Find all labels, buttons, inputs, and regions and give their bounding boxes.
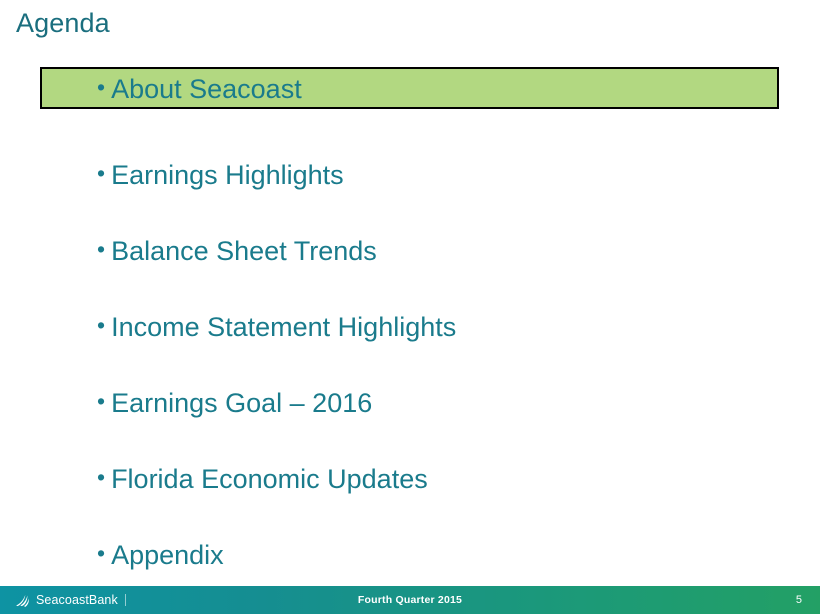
agenda-item-label: Earnings Highlights [111, 160, 344, 190]
bullet-icon: • [97, 539, 106, 566]
slide-page-number: 5 [795, 594, 802, 606]
agenda-item-about-seacoast[interactable]: • About Seacoast [0, 67, 820, 111]
agenda-item-florida-economic-updates[interactable]: • Florida Economic Updates [0, 441, 820, 517]
agenda-item-label: Balance Sheet Trends [111, 236, 377, 266]
bullet-icon: • [97, 387, 106, 414]
agenda-item-earnings-highlights[interactable]: • Earnings Highlights [0, 137, 820, 213]
seacoast-wave-logo-icon [16, 594, 29, 607]
bullet-icon: • [97, 311, 106, 338]
agenda-item-appendix[interactable]: • Appendix [0, 517, 820, 593]
agenda-item-earnings-goal-2016[interactable]: • Earnings Goal – 2016 [0, 365, 820, 441]
highlight-frame [40, 67, 779, 109]
bullet-icon: • [97, 235, 106, 262]
agenda-item-balance-sheet-trends[interactable]: • Balance Sheet Trends [0, 213, 820, 289]
agenda-item-content: • Balance Sheet Trends [97, 235, 377, 267]
agenda-item-content: • Earnings Goal – 2016 [97, 387, 372, 419]
bullet-icon: • [97, 73, 106, 100]
agenda-item-label: Earnings Goal – 2016 [111, 388, 373, 418]
bullet-icon: • [97, 463, 106, 490]
agenda-item-label: Florida Economic Updates [111, 464, 428, 494]
agenda-item-content: • Income Statement Highlights [97, 311, 456, 343]
agenda-item-content: • Florida Economic Updates [97, 463, 428, 495]
slide-footer: SeacoastBank Fourth Quarter 2015 5 [0, 586, 820, 614]
footer-brand: SeacoastBank [14, 592, 126, 609]
agenda-item-label: Income Statement Highlights [111, 312, 457, 342]
agenda-item-income-statement-highlights[interactable]: • Income Statement Highlights [0, 289, 820, 365]
agenda-list: • About Seacoast • Earnings Highlights •… [0, 58, 820, 593]
brand-divider [124, 594, 126, 606]
bullet-icon: • [97, 159, 106, 186]
agenda-item-label: About Seacoast [111, 74, 302, 104]
agenda-item-label: Appendix [111, 540, 224, 570]
agenda-item-content: • Appendix [97, 539, 224, 571]
agenda-item-content: • Earnings Highlights [97, 159, 344, 191]
page-title: Agenda [16, 8, 110, 38]
agenda-item-content: • About Seacoast [97, 73, 302, 105]
brand-name: SeacoastBank [36, 593, 118, 607]
